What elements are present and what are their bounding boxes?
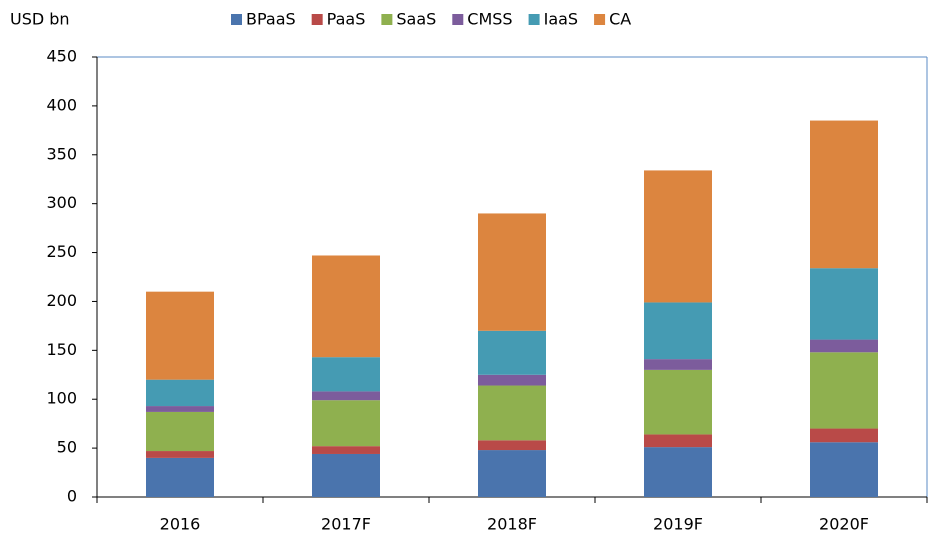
bar-segment — [478, 374, 546, 386]
y-tick-label: 100 — [46, 389, 77, 408]
x-tick-label: 2016 — [160, 515, 201, 534]
bar-segment — [810, 442, 878, 497]
bar-segment — [478, 440, 546, 451]
bar-segment — [810, 120, 878, 269]
y-axis-label: USD bn — [10, 10, 70, 29]
bar-segment — [146, 451, 214, 458]
bar-segment — [644, 434, 712, 448]
bar-segment — [478, 385, 546, 441]
y-tick-label: 300 — [46, 193, 77, 212]
bar-segment — [312, 357, 380, 392]
bar-segment — [810, 428, 878, 443]
x-tick-label: 2017F — [321, 515, 371, 534]
bar-segment — [146, 379, 214, 407]
legend-swatch — [528, 14, 540, 25]
legend-label: IaaS — [544, 10, 578, 29]
bar-segment — [810, 352, 878, 429]
x-tick-label: 2019F — [653, 515, 703, 534]
x-tick-label: 2018F — [487, 515, 537, 534]
legend-label: BPaaS — [246, 10, 296, 29]
bar-segment — [146, 457, 214, 497]
y-tick-label: 50 — [57, 438, 77, 457]
bar-segment — [312, 391, 380, 401]
bar-segment — [312, 453, 380, 497]
y-tick-label: 0 — [67, 487, 77, 506]
bar-segment — [644, 369, 712, 435]
bar-segment — [478, 330, 546, 375]
bar-segment — [478, 450, 546, 497]
legend-label: SaaS — [396, 10, 436, 29]
legend-swatch — [452, 14, 464, 25]
legend-swatch — [381, 14, 393, 25]
legend-label: CMSS — [467, 10, 512, 29]
bar-segment — [810, 268, 878, 340]
bar-segment — [312, 400, 380, 447]
x-tick-label: 2020F — [819, 515, 869, 534]
bar-segment — [478, 213, 546, 331]
bar-segment — [644, 170, 712, 303]
y-tick-label: 150 — [46, 340, 77, 359]
bar-segment — [146, 406, 214, 412]
y-tick-label: 450 — [46, 47, 77, 66]
legend-label: CA — [609, 10, 631, 29]
legend-swatch — [594, 14, 606, 25]
bar-segment — [644, 302, 712, 360]
bar-segment — [810, 339, 878, 353]
y-tick-label: 350 — [46, 144, 77, 163]
bar-segment — [644, 359, 712, 370]
y-tick-label: 400 — [46, 95, 77, 114]
bar-segment — [644, 447, 712, 497]
legend-label: PaaS — [327, 10, 366, 29]
bar-segment — [146, 411, 214, 452]
legend-swatch — [231, 14, 242, 25]
bar-segment — [312, 255, 380, 358]
legend-swatch — [311, 14, 323, 25]
y-tick-label: 200 — [46, 291, 77, 310]
bar-segment — [312, 446, 380, 454]
y-tick-label: 250 — [46, 242, 77, 261]
bar-segment — [146, 291, 214, 380]
